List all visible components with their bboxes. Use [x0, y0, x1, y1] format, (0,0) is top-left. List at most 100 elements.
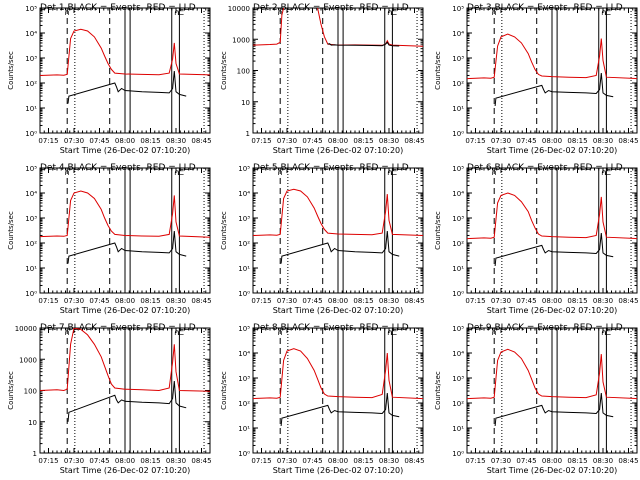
- x-axis-label: Start Time (26-Dec-02 07:10:20): [487, 146, 618, 155]
- top-marker-symbol: ∩: [277, 8, 283, 17]
- x-tick-label: 08:45: [618, 137, 638, 145]
- series-line-lld: [40, 28, 210, 76]
- series-line-lld: [467, 33, 637, 80]
- top-marker-symbol: ∩: [387, 328, 393, 337]
- top-marker-symbol: ∩: [491, 328, 497, 337]
- series-line-events: [280, 231, 400, 264]
- y-axis-label: Counts/sec: [220, 371, 228, 410]
- chart-panel-1: Det 1 BLACK = Events, RED = LLD10⁰10¹10²…: [7, 3, 212, 155]
- x-tick-label: 08:15: [567, 457, 587, 465]
- series-line-lld: [467, 348, 637, 400]
- x-tick-label: 08:15: [140, 297, 160, 305]
- legend-lld-label: RED = LLD: [147, 3, 196, 13]
- series-line-events: [494, 393, 614, 427]
- y-tick-label: 10⁴: [452, 190, 464, 198]
- y-axis-label: Counts/sec: [434, 371, 442, 410]
- x-tick-label: 08:15: [567, 297, 587, 305]
- y-tick-label: 1: [246, 130, 250, 138]
- legend-events-label: BLACK = Events: [280, 323, 354, 333]
- series-line-lld: [40, 190, 210, 238]
- y-tick-label: 10²: [452, 400, 464, 408]
- y-tick-label: 10⁵: [238, 325, 250, 333]
- top-marker-symbol: ⊏: [391, 328, 398, 337]
- y-tick-label: 10³: [452, 215, 464, 223]
- x-axis-label: Start Time (26-Dec-02 07:10:20): [273, 146, 404, 155]
- series-group: [40, 28, 210, 104]
- x-tick-label: 08:00: [542, 457, 562, 465]
- x-tick-label: 08:00: [542, 297, 562, 305]
- x-tick-label: 07:45: [302, 457, 322, 465]
- x-axis-label: Start Time (26-Dec-02 07:10:20): [273, 466, 404, 475]
- top-marker-symbol: ⊏: [391, 168, 398, 177]
- legend-events-label: BLACK = Events: [280, 163, 354, 173]
- x-tick-label: 07:30: [491, 297, 511, 305]
- y-tick-label: 10⁵: [238, 165, 250, 173]
- chart-panel-5: Det 5 BLACK = Events, RED = LLD10⁰10¹10²…: [220, 163, 425, 315]
- y-tick-label: 10⁴: [238, 350, 250, 358]
- series-line-lld: [253, 188, 423, 236]
- series-line-events: [494, 233, 614, 267]
- legend-events-label: BLACK = Events: [494, 163, 568, 173]
- x-tick-label: 07:15: [38, 297, 58, 305]
- x-tick-label: 08:45: [191, 297, 211, 305]
- y-tick-label: 100: [237, 68, 250, 76]
- y-tick-label: 10³: [238, 375, 250, 383]
- x-axis-label: Start Time (26-Dec-02 07:10:20): [487, 306, 618, 315]
- x-tick-label: 08:45: [404, 457, 424, 465]
- series-group: [253, 188, 423, 264]
- x-tick-label: 07:15: [251, 297, 271, 305]
- series-line-events: [327, 41, 400, 47]
- top-marker-symbol: ⊏: [178, 328, 185, 337]
- y-tick-label: 10⁰: [452, 450, 464, 458]
- series-line-events: [67, 71, 187, 104]
- x-tick-label: 07:45: [302, 137, 322, 145]
- y-tick-label: 10000: [15, 325, 37, 333]
- top-marker-symbol: ∩: [64, 168, 70, 177]
- x-tick-label: 08:30: [593, 297, 613, 305]
- legend-events-label: BLACK = Events: [67, 3, 141, 13]
- y-axis-label: Counts/sec: [7, 51, 15, 90]
- x-tick-label: 08:30: [166, 297, 186, 305]
- legend-events-label: BLACK = Events: [494, 3, 568, 13]
- x-tick-label: 08:30: [379, 137, 399, 145]
- x-tick-label: 07:30: [277, 457, 297, 465]
- x-tick-label: 07:45: [516, 137, 536, 145]
- x-tick-label: 08:30: [593, 457, 613, 465]
- y-tick-label: 10¹: [452, 105, 464, 113]
- series-line-lld: [253, 8, 423, 47]
- legend-lld-label: RED = LLD: [574, 3, 623, 13]
- x-tick-label: 08:00: [115, 137, 135, 145]
- top-marker-symbol: ∩: [491, 8, 497, 17]
- y-tick-label: 10⁰: [452, 130, 464, 138]
- x-tick-label: 08:15: [567, 137, 587, 145]
- top-marker-symbol: ⊏: [605, 168, 612, 177]
- y-tick-label: 10²: [452, 240, 464, 248]
- chart-panel-8: Det 8 BLACK = Events, RED = LLD10⁰10¹10²…: [220, 323, 425, 475]
- x-tick-label: 07:45: [516, 457, 536, 465]
- y-tick-label: 10¹: [238, 425, 250, 433]
- x-tick-label: 07:15: [38, 137, 58, 145]
- x-tick-label: 08:00: [115, 297, 135, 305]
- x-tick-label: 08:45: [618, 457, 638, 465]
- y-tick-label: 10000: [228, 5, 250, 13]
- x-tick-label: 07:30: [64, 137, 84, 145]
- y-tick-label: 10⁰: [25, 130, 37, 138]
- top-marker-symbol: ⊏: [391, 8, 398, 17]
- series-line-events: [494, 73, 614, 107]
- x-tick-label: 08:15: [353, 137, 373, 145]
- y-tick-label: 10⁵: [25, 165, 37, 173]
- x-tick-label: 07:30: [277, 297, 297, 305]
- legend-lld-label: RED = LLD: [574, 323, 623, 333]
- y-tick-label: 10⁵: [452, 165, 464, 173]
- x-axis-label: Start Time (26-Dec-02 07:10:20): [487, 466, 618, 475]
- series-line-lld: [40, 328, 210, 392]
- x-tick-label: 07:45: [89, 297, 109, 305]
- y-tick-label: 10⁰: [238, 450, 250, 458]
- top-marker-symbol: ⊏: [178, 168, 185, 177]
- top-marker-symbol: ⊏: [605, 8, 612, 17]
- chart-panel-7: Det 7 BLACK = Events, RED = LLD110100100…: [7, 323, 212, 475]
- y-axis-label: Counts/sec: [7, 211, 15, 250]
- top-marker-symbol: ∩: [601, 328, 607, 337]
- series-line-events: [280, 393, 400, 427]
- legend-lld-label: RED = LLD: [360, 323, 409, 333]
